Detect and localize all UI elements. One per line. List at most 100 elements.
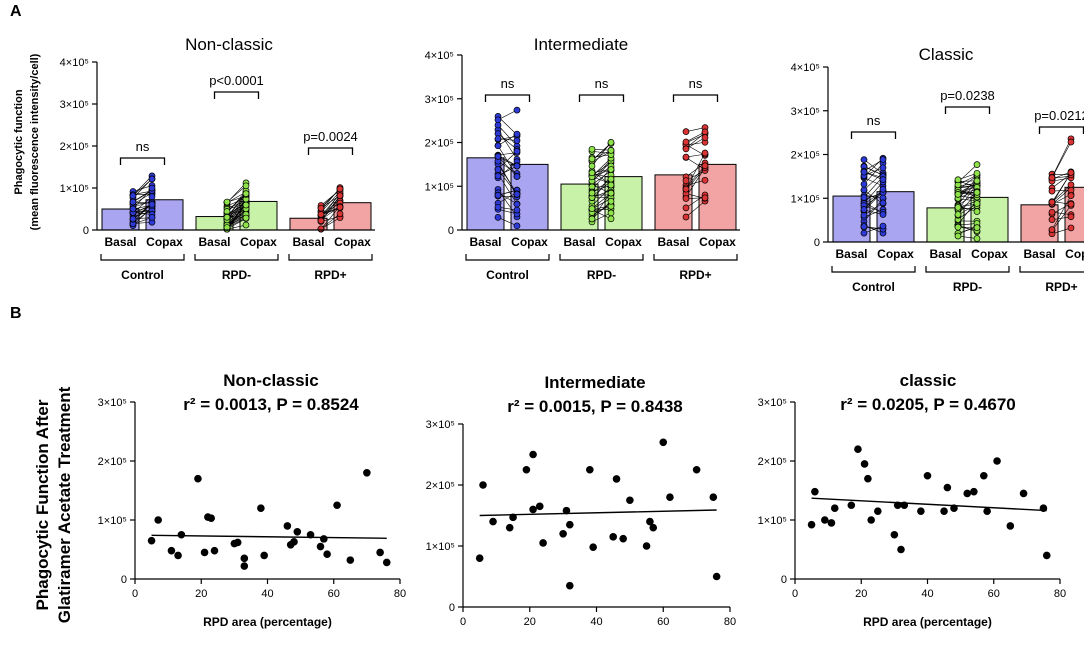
scatter-title: classic xyxy=(900,371,957,390)
scatter-point xyxy=(489,517,497,526)
panel-a-ylabel-line1: Phagocytic function xyxy=(13,89,25,194)
dot-copax xyxy=(513,206,521,214)
y-tick-label: 1×10⁵ xyxy=(425,181,454,193)
scatter-point xyxy=(376,548,384,557)
paired-dots xyxy=(494,106,521,230)
pair-line xyxy=(863,190,884,212)
pair-line xyxy=(685,131,706,143)
dot-copax xyxy=(148,193,156,201)
dot-copax xyxy=(513,162,521,170)
dot-copax xyxy=(879,164,887,172)
paired-dots xyxy=(682,124,709,221)
paired-dots xyxy=(129,172,156,229)
pair-line xyxy=(863,181,884,204)
pair-line xyxy=(591,178,612,194)
scatter-point xyxy=(619,534,627,543)
scatter-point xyxy=(293,528,302,536)
dot-basal xyxy=(1048,198,1056,206)
dot-copax xyxy=(973,200,981,207)
scatter-point xyxy=(382,558,391,567)
x-axis-label: RPD area (percentage) xyxy=(532,643,661,645)
dot-basal xyxy=(588,145,596,153)
dot-copax xyxy=(336,203,344,211)
y-tick-label: 4×10⁵ xyxy=(60,57,89,69)
pair-line xyxy=(226,193,247,218)
paired-dots xyxy=(317,184,344,233)
dot-basal xyxy=(682,177,690,184)
dot-basal xyxy=(494,203,502,211)
dot-basal xyxy=(860,186,868,194)
pair-line xyxy=(132,196,153,214)
group-bracket xyxy=(465,254,550,261)
dot-copax xyxy=(879,222,887,230)
bar-label-basal: Basal xyxy=(292,235,324,249)
group-label: RPD+ xyxy=(679,268,711,282)
dot-basal xyxy=(860,229,868,237)
scatter-point xyxy=(147,536,156,545)
significance-label: ns xyxy=(689,76,703,91)
scatter-point xyxy=(867,516,875,524)
pair-line xyxy=(1051,141,1072,178)
dot-copax xyxy=(148,184,156,192)
significance-bracket xyxy=(484,94,531,102)
group-label: Control xyxy=(121,268,164,282)
significance-label: ns xyxy=(867,113,881,128)
dot-copax xyxy=(607,147,615,154)
scatter-plot-2: Intermediate r² = 0.0015, P = 0.8438 0 1×10… xyxy=(426,373,736,645)
pair-line xyxy=(497,165,518,177)
y-tick-label: 2×10⁵ xyxy=(425,138,454,150)
dot-basal xyxy=(682,204,690,212)
significance-bracket xyxy=(672,94,719,102)
pair-line xyxy=(685,167,706,191)
scatter-point xyxy=(993,457,1001,465)
paired-dots xyxy=(954,161,981,242)
y-tick-label: 3×10⁵ xyxy=(791,106,820,118)
pair-line xyxy=(132,190,153,203)
scatter-point xyxy=(475,554,484,562)
dot-basal xyxy=(317,217,325,225)
scatter-stat: r² = 0.0205, P = 0.4670 xyxy=(840,395,1016,414)
dot-basal xyxy=(129,215,137,223)
scatter-point xyxy=(963,489,972,498)
pair-line xyxy=(320,195,341,221)
dot-copax xyxy=(973,177,981,185)
scatter-point xyxy=(854,445,862,454)
y-tick-label: 0 xyxy=(448,225,454,237)
bar-chart-title: Intermediate xyxy=(534,35,629,54)
pair-line xyxy=(863,225,884,234)
significance-bracket xyxy=(1038,126,1084,134)
scatter-point xyxy=(207,514,215,523)
scatter-point xyxy=(1006,522,1015,530)
x-tick-label: 0 xyxy=(792,588,798,600)
scatter-point xyxy=(666,493,674,502)
pair-line xyxy=(497,156,518,177)
scatter-point xyxy=(917,507,925,515)
scatter-point xyxy=(363,469,371,477)
group-bracket xyxy=(194,254,279,261)
dot-copax xyxy=(242,182,250,190)
y-tick-label: 3×10⁵ xyxy=(758,397,787,409)
dot-copax xyxy=(607,139,615,146)
significance-label: p<0.0001 xyxy=(209,73,264,88)
bar-label-copax: Copax xyxy=(877,247,914,261)
dot-basal xyxy=(1048,208,1056,216)
scatter-point xyxy=(983,507,991,515)
dot-copax xyxy=(607,175,615,183)
y-tick-label: 2×10⁵ xyxy=(791,150,820,162)
pair-line xyxy=(685,137,706,150)
significance-label: p=0.0024 xyxy=(303,129,358,144)
dot-basal xyxy=(1048,216,1056,224)
dot-basal xyxy=(494,191,502,199)
dot-basal xyxy=(682,185,690,193)
dot-basal xyxy=(860,168,868,176)
group-bracket xyxy=(831,266,916,273)
significance-label: ns xyxy=(595,76,609,91)
scatter-point xyxy=(210,546,219,555)
scatter-point xyxy=(980,471,988,480)
pair-line xyxy=(863,167,884,176)
scatter-point xyxy=(709,493,718,502)
significance-label: ns xyxy=(501,76,515,91)
pair-line xyxy=(591,160,612,183)
dot-basal xyxy=(682,153,690,161)
